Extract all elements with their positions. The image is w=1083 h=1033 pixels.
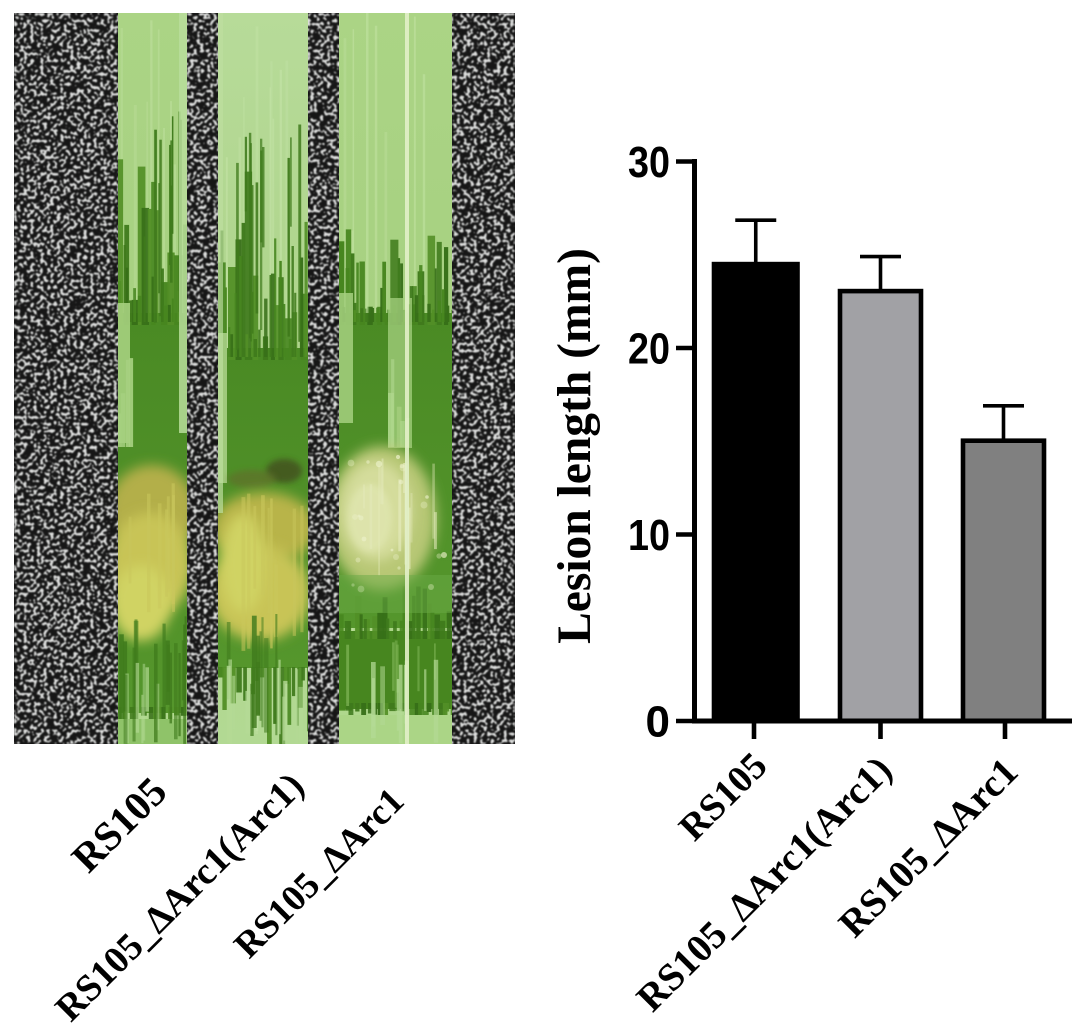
svg-text:RS105: RS105 bbox=[671, 745, 775, 849]
svg-text:RS105: RS105 bbox=[62, 768, 175, 881]
svg-text:20: 20 bbox=[628, 325, 670, 374]
svg-text:30: 30 bbox=[628, 138, 670, 187]
svg-text:0: 0 bbox=[646, 698, 670, 747]
svg-text:10: 10 bbox=[628, 511, 670, 560]
svg-text:RS105_ΔArc1(Arc1): RS105_ΔArc1(Arc1) bbox=[629, 748, 901, 1020]
svg-text:Lesion length (mm): Lesion length (mm) bbox=[549, 248, 601, 644]
